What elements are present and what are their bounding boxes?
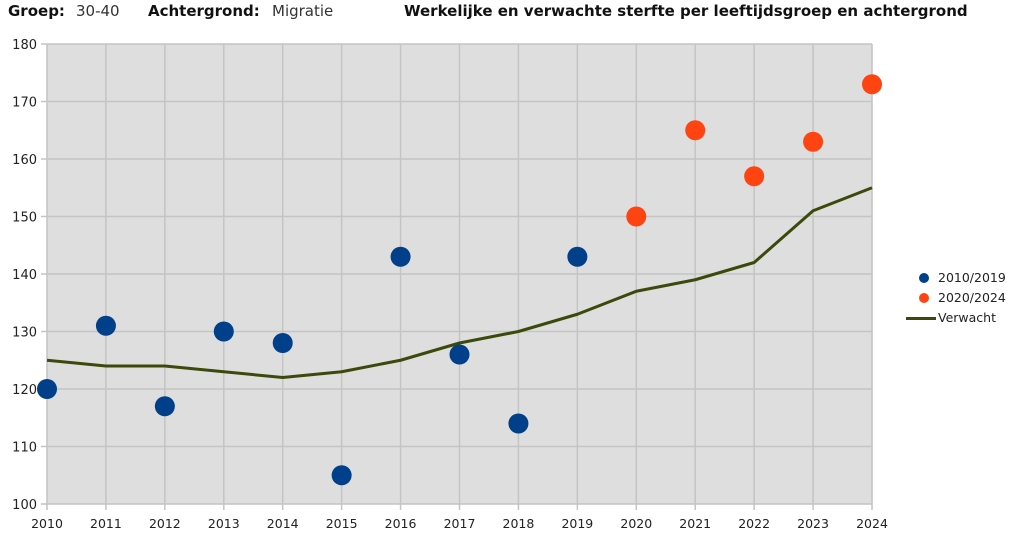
background-label: Achtergrond: — [148, 2, 260, 20]
x-tick-label: 2016 — [385, 516, 417, 531]
legend-label: Verwacht — [938, 310, 996, 325]
x-tick-label: 2017 — [444, 516, 476, 531]
y-tick-label: 160 — [12, 153, 37, 168]
x-tick-label: 2013 — [208, 516, 240, 531]
x-tick-label: 2014 — [267, 516, 299, 531]
data-point — [626, 206, 647, 227]
y-tick-label: 180 — [12, 38, 37, 53]
expected-line — [46, 186, 873, 379]
group-value: 30-40 — [76, 2, 120, 20]
x-tick-label: 2024 — [856, 516, 888, 531]
data-point — [449, 344, 470, 365]
legend-item-2020-2024: 2020/2024 — [906, 288, 1006, 308]
data-point — [272, 333, 293, 353]
data-point — [744, 166, 765, 187]
data-point — [567, 246, 588, 267]
y-tick-label: 170 — [12, 96, 37, 111]
data-points — [37, 74, 882, 486]
y-tick-label: 150 — [12, 211, 37, 226]
x-tick-label: 2015 — [326, 516, 358, 531]
x-tick-label: 2021 — [679, 516, 711, 531]
legend-dot-icon — [919, 273, 929, 283]
data-point — [37, 379, 57, 399]
data-point — [508, 413, 529, 434]
data-point — [803, 131, 824, 152]
y-tick-label: 100 — [12, 498, 37, 513]
x-tick-label: 2022 — [738, 516, 770, 531]
x-tick-label: 2020 — [620, 516, 652, 531]
data-point — [95, 315, 116, 336]
legend-dot-icon — [919, 293, 929, 303]
background-value: Migratie — [272, 2, 334, 20]
data-point — [331, 465, 352, 486]
x-tick-label: 2011 — [90, 516, 122, 531]
legend-item-verwacht: Verwacht — [906, 308, 1006, 328]
x-tick-label: 2010 — [31, 516, 63, 531]
x-tick-label: 2012 — [149, 516, 181, 531]
data-point — [685, 120, 706, 141]
y-tick-label: 140 — [12, 268, 37, 283]
data-point — [390, 246, 411, 267]
y-tick-label: 110 — [12, 441, 37, 456]
x-tick-label: 2023 — [797, 516, 829, 531]
x-tick-label: 2019 — [561, 516, 593, 531]
data-point — [154, 396, 175, 417]
x-axis: 2010 2011 2012 2013 2014 2015 2016 2017 2018 2019… — [31, 516, 888, 531]
y-axis: 100 110 120 130 140 150 160 170 180 — [12, 38, 37, 513]
gridlines — [41, 43, 873, 510]
y-tick-label: 120 — [12, 383, 37, 398]
chart-title: Werkelijke en verwachte sterfte per leef… — [404, 2, 968, 20]
group-label: Groep: — [8, 2, 65, 20]
x-tick-label: 2018 — [503, 516, 535, 531]
legend-label: 2020/2024 — [938, 290, 1006, 305]
legend-item-2010-2019: 2010/2019 — [906, 268, 1006, 288]
data-point — [213, 321, 234, 342]
legend: 2010/2019 2020/2024 Verwacht — [906, 268, 1006, 328]
y-tick-label: 130 — [12, 326, 37, 341]
legend-label: 2010/2019 — [938, 270, 1006, 285]
legend-line-icon — [906, 317, 936, 320]
data-point — [862, 74, 882, 95]
